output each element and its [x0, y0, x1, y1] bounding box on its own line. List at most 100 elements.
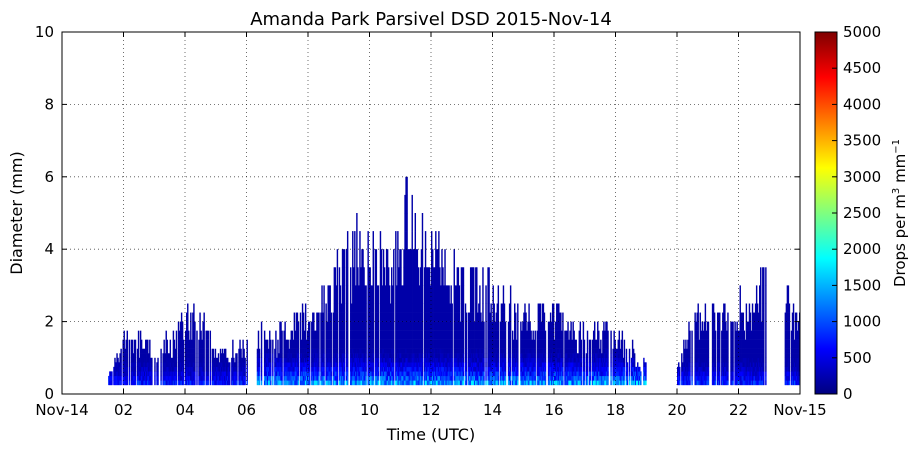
heatmap-cell: [263, 353, 266, 358]
heatmap-cell: [586, 362, 589, 368]
heatmap-cell: [571, 348, 573, 354]
heatmap-cell: [405, 249, 407, 268]
heatmap-cell: [571, 339, 573, 349]
heatmap-cell: [341, 321, 344, 331]
heatmap-cell: [458, 330, 461, 340]
heatmap-cell: [529, 353, 531, 358]
heatmap-cell: [372, 375, 374, 381]
heatmap-cell: [603, 362, 605, 368]
heatmap-cell: [398, 303, 400, 313]
heatmap-cell: [380, 312, 383, 322]
heatmap-cell: [125, 375, 127, 381]
heatmap-cell: [399, 330, 401, 340]
heatmap-cell: [617, 362, 619, 368]
heatmap-cell: [118, 371, 120, 377]
heatmap-cell: [326, 362, 328, 368]
heatmap-cell: [157, 362, 159, 368]
heatmap-cell: [151, 366, 153, 372]
heatmap-cell: [194, 375, 196, 381]
heatmap-cell: [367, 366, 369, 372]
heatmap-cell: [120, 362, 122, 368]
heatmap-cell: [272, 371, 274, 377]
heatmap-cell: [610, 339, 612, 349]
heatmap-cell: [128, 353, 131, 358]
heatmap-cell: [180, 366, 183, 372]
heatmap-cell: [539, 375, 542, 381]
heatmap-cell: [491, 321, 493, 331]
heatmap-cell: [418, 330, 421, 340]
heatmap-cell: [639, 366, 641, 372]
heatmap-cell: [396, 380, 398, 386]
heatmap-cell: [281, 357, 283, 363]
heatmap-cell: [279, 353, 281, 358]
heatmap-cell: [630, 366, 633, 372]
heatmap-cell: [448, 285, 450, 304]
heatmap-cell: [157, 380, 159, 386]
heatmap-cell: [419, 357, 422, 363]
heatmap-cell: [232, 375, 234, 381]
heatmap-cell: [214, 375, 217, 381]
heatmap-cell: [276, 357, 278, 363]
heatmap-cell: [436, 380, 438, 386]
heatmap-cell: [481, 348, 483, 354]
heatmap-cell: [404, 321, 406, 331]
heatmap-cell: [130, 362, 133, 368]
heatmap-cell: [185, 357, 187, 363]
heatmap-cell: [557, 366, 559, 372]
heatmap-cell: [579, 330, 582, 340]
heatmap-cell: [217, 366, 220, 372]
heatmap-cell: [372, 357, 374, 363]
heatmap-cell: [509, 366, 512, 372]
heatmap-cell: [212, 371, 215, 377]
heatmap-cell: [425, 357, 428, 363]
heatmap-cell: [267, 362, 269, 368]
heatmap-cell: [450, 348, 452, 354]
heatmap-cell: [369, 375, 371, 381]
heatmap-cell: [547, 371, 550, 377]
heatmap-cell: [462, 339, 465, 349]
heatmap-cell: [583, 380, 586, 386]
heatmap-cell: [621, 362, 624, 368]
heatmap-cell: [402, 380, 404, 386]
heatmap-cell: [232, 380, 234, 386]
heatmap-cell: [293, 353, 296, 358]
heatmap-cell: [130, 366, 133, 372]
heatmap-cell: [617, 380, 619, 386]
heatmap-cell: [280, 330, 282, 340]
heatmap-cell: [334, 380, 337, 386]
heatmap-cell: [628, 357, 631, 363]
heatmap-cell: [412, 249, 414, 268]
heatmap-cell: [538, 357, 541, 363]
heatmap-cell: [116, 371, 118, 377]
heatmap-cell: [318, 375, 320, 381]
heatmap-cell: [409, 321, 411, 331]
heatmap-cell: [454, 285, 456, 304]
heatmap-cell: [358, 285, 360, 304]
heatmap-cell: [335, 339, 338, 349]
heatmap-cell: [501, 312, 504, 322]
heatmap-cell: [409, 371, 411, 377]
heatmap-cell: [199, 371, 201, 377]
heatmap-cell: [272, 339, 274, 349]
heatmap-cell: [503, 362, 506, 368]
heatmap-cell: [480, 330, 482, 340]
heatmap-cell: [404, 231, 406, 250]
heatmap-cell: [220, 375, 223, 381]
heatmap-cell: [428, 267, 431, 286]
heatmap-cell: [380, 249, 383, 268]
heatmap-cell: [598, 375, 600, 381]
heatmap-cell: [492, 362, 494, 368]
heatmap-cell: [132, 362, 135, 368]
heatmap-cell: [537, 375, 540, 381]
heatmap-cell: [222, 357, 225, 363]
heatmap-cell: [566, 371, 568, 377]
heatmap-cell: [429, 366, 432, 372]
heatmap-cell: [199, 312, 201, 322]
heatmap-cell: [539, 330, 542, 340]
heatmap-cell: [163, 357, 165, 363]
heatmap-cell: [561, 362, 563, 368]
heatmap-cell: [352, 353, 354, 358]
heatmap-cell: [497, 321, 500, 331]
heatmap-cell: [374, 303, 377, 313]
heatmap-cell: [418, 303, 421, 313]
